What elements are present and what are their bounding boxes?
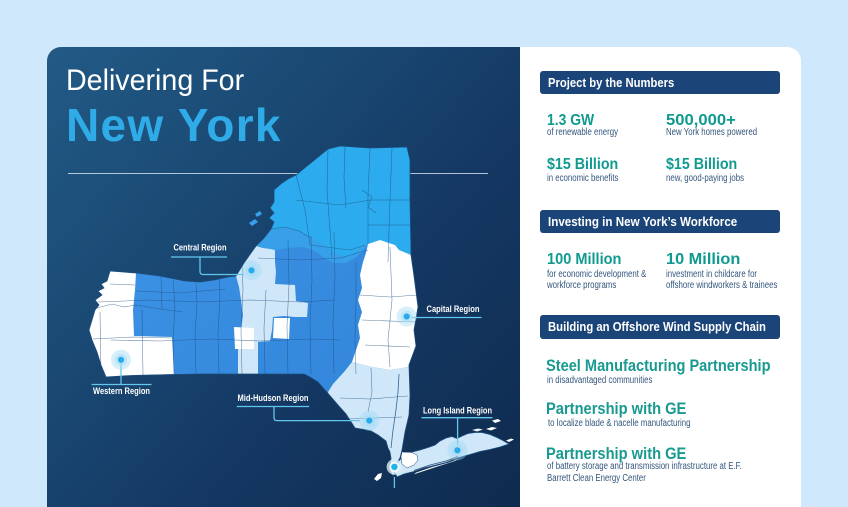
svg-text:Central Region: Central Region — [174, 242, 227, 253]
svg-text:Mid-Hudson Region: Mid-Hudson Region — [238, 393, 309, 404]
svg-text:Long Island Region: Long Island Region — [423, 406, 492, 417]
svg-text:Capital Region: Capital Region — [427, 304, 480, 315]
svg-text:Western Region: Western Region — [93, 386, 150, 397]
